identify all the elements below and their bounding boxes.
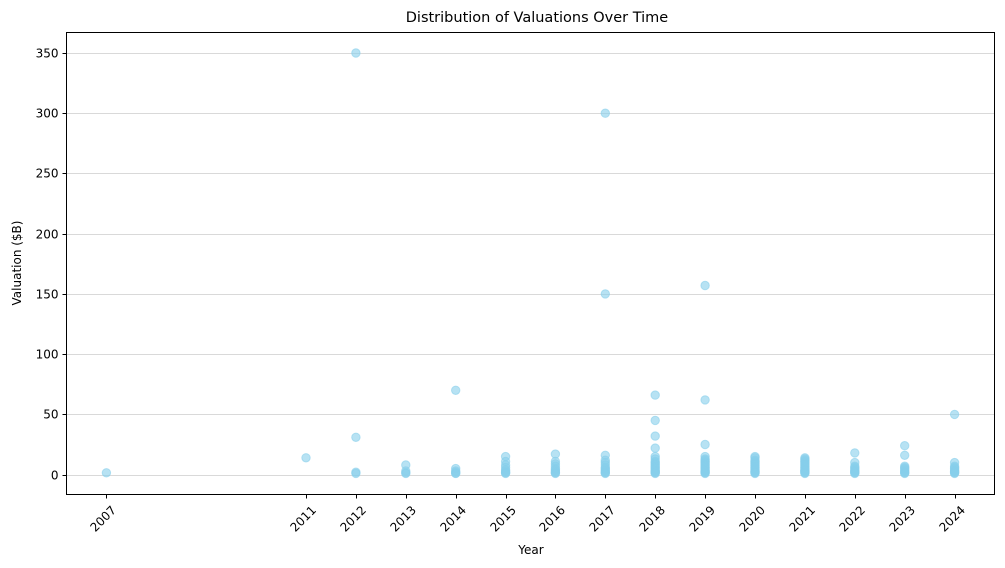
x-tick-label: 2019	[686, 503, 717, 534]
data-point	[700, 439, 710, 450]
x-tick-label: 2011	[287, 503, 318, 534]
data-point	[850, 448, 860, 458]
data-point	[650, 431, 660, 441]
x-axis-ticks: 2007 2011 2012 2013 2014 2015 2016 2017 2018 2019…	[87, 494, 968, 535]
x-tick-label: 2015	[487, 503, 518, 534]
data-point	[900, 441, 910, 451]
data-point	[451, 468, 461, 478]
y-tick-label: 300	[36, 107, 59, 121]
data-point	[600, 108, 610, 118]
y-axis-ticks: 0 50 100 150 200 250 300 350	[36, 47, 67, 483]
data-point	[850, 468, 860, 479]
grid-lines	[66, 53, 995, 476]
x-tick-label: 2024	[936, 503, 967, 534]
data-point	[650, 468, 660, 479]
x-tick-label: 2013	[387, 503, 418, 534]
y-tick-label: 100	[36, 348, 59, 362]
x-tick-label: 2012	[337, 503, 368, 534]
x-tick-label: 2014	[437, 503, 468, 534]
data-point	[600, 289, 610, 299]
data-point	[600, 468, 610, 479]
y-tick-label: 150	[36, 288, 59, 302]
data-point	[301, 453, 311, 463]
plot-frame	[66, 32, 995, 495]
data-point	[650, 443, 660, 453]
data-point	[900, 468, 910, 479]
data-point	[351, 468, 361, 479]
x-tick-label: 2022	[836, 503, 867, 534]
y-tick-label: 250	[36, 167, 59, 181]
data-point	[949, 468, 960, 479]
data-point	[351, 48, 361, 58]
data-point	[650, 390, 660, 400]
x-tick-label: 2018	[636, 503, 667, 534]
data-point	[401, 468, 411, 479]
data-points	[101, 48, 960, 479]
data-point	[500, 468, 511, 479]
x-tick-label: 2007	[87, 503, 118, 534]
x-tick-label: 2020	[736, 503, 767, 534]
data-point	[750, 468, 760, 479]
data-point	[800, 468, 810, 479]
x-tick-label: 2021	[786, 503, 817, 534]
x-tick-label: 2016	[536, 503, 567, 534]
data-point	[700, 468, 710, 479]
x-axis-label: Year	[517, 543, 543, 557]
data-point	[550, 468, 561, 479]
y-tick-label: 200	[36, 228, 59, 242]
y-tick-label: 50	[43, 408, 58, 422]
x-tick-label: 2023	[886, 503, 917, 534]
chart-title: Distribution of Valuations Over Time	[406, 10, 669, 26]
data-point	[949, 409, 960, 420]
data-point	[351, 432, 361, 442]
x-tick-label: 2017	[586, 503, 617, 534]
data-point	[700, 280, 710, 291]
data-point	[101, 468, 112, 478]
y-tick-label: 0	[51, 469, 59, 483]
data-point	[451, 385, 461, 395]
y-tick-label: 350	[36, 47, 59, 61]
data-point	[900, 450, 910, 460]
y-axis-label: Valuation ($B)	[10, 221, 24, 306]
data-point	[700, 395, 710, 405]
data-point	[650, 415, 660, 426]
